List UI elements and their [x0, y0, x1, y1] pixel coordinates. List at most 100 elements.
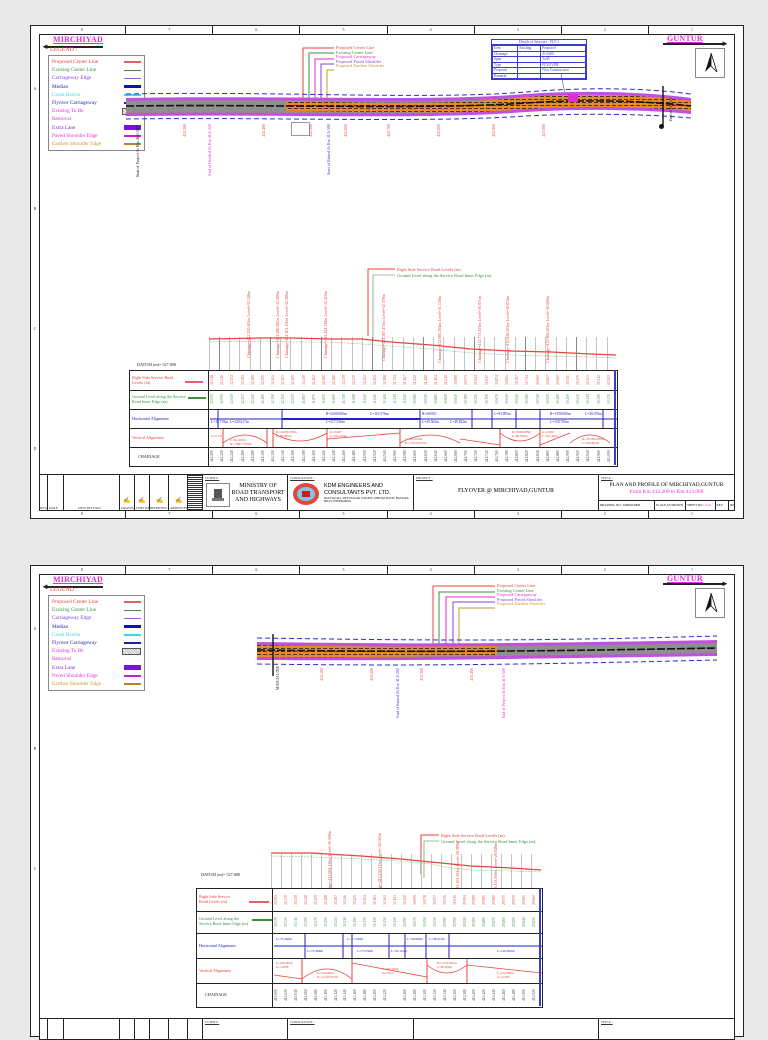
- plan-station-label: 412.600: [343, 124, 348, 137]
- legend-title: LEGEND :: [50, 47, 78, 53]
- legend-item: Carriageway Edge: [52, 614, 141, 622]
- profile-bands-table: Right Side Service Road Levels (m) Groun…: [196, 888, 543, 1008]
- plan-station-label: 413.300: [419, 668, 424, 681]
- plan-station-label: 412.700: [386, 124, 391, 137]
- legend-item: Carriageway Edge: [52, 74, 141, 82]
- signature-icon: ✍: [138, 498, 146, 504]
- chainage-note: Chainage=412.301.130m Level=32.386m: [284, 291, 289, 358]
- legend-swatch: [124, 665, 141, 671]
- plan-station-label: 412.500: [308, 124, 313, 137]
- stamp-block: [188, 475, 203, 510]
- drawing-sheet-2: 8 7 6 5 4 3 2 1 A B C MIRCHIYAD ◄ GUNTUR…: [30, 565, 744, 1040]
- arrow-head-right-icon: ►: [721, 39, 729, 48]
- end-marker-icon: [659, 124, 664, 129]
- legend-swatch: [124, 134, 141, 137]
- plan-callouts: Proposed Center Line Existing Center Lin…: [336, 45, 385, 69]
- horizontal-alignment-graphic: [274, 934, 542, 958]
- profile-verticals: [271, 854, 541, 889]
- chainage-note: Chainage=412.826.501m Level=30.874m: [505, 296, 510, 363]
- band-label-chainage: CHAINAGE: [138, 454, 160, 459]
- legend-swatch: [124, 674, 141, 677]
- signature-icon: ✍: [156, 498, 164, 504]
- north-arrow-icon: [705, 53, 718, 73]
- drawing-info-row: DRAWING NO : MIRMI-DPR SCALE AS SHOWN SH…: [599, 500, 734, 510]
- legend-item: Extra Lane: [52, 664, 141, 672]
- band-label-ground-levels: Ground Level along the Service Road Inne…: [132, 394, 186, 404]
- band-right-edge: [614, 370, 616, 465]
- legend-item: Existing To Be: [52, 647, 141, 655]
- legend-item: Crash Barrier: [52, 631, 141, 639]
- start-place-label: MIRCHIYAD: [53, 575, 103, 584]
- north-arrow-icon: [705, 593, 718, 613]
- legend-title: LEGEND :: [50, 587, 78, 593]
- legend-swatch: [124, 625, 141, 628]
- chainage-note: Chainage=412.587.473m Level=32.378m: [381, 294, 386, 361]
- plan-station-label: 412.400: [261, 124, 266, 137]
- plan-station-label: 413.200: [369, 668, 374, 681]
- legend-item: Existing Center Line: [52, 606, 141, 614]
- north-arrow-box: [695, 48, 725, 78]
- direction-arrow-left: [45, 586, 103, 588]
- legend-item: Paved Shoulder Edge: [52, 132, 141, 140]
- plan-station-label: Start of Raised At Km 412+590: [326, 124, 331, 175]
- legend-item: Median: [52, 623, 141, 631]
- chainage-note: Chainage=412.220.402m Level=32.346m: [246, 291, 251, 358]
- road-plan-strip: [257, 634, 717, 676]
- legend-item: Extra Lane: [52, 124, 141, 132]
- chainage-note: Chainage=412.906.501m Level=30.560m: [545, 296, 550, 363]
- band-label-horizontal: Horizontal Alignment: [199, 943, 236, 948]
- legend-item: Earthen Shoulder Edge: [52, 140, 141, 148]
- legend-item: Flyover Carriageway: [52, 639, 141, 647]
- plan-callout-leaders: [302, 47, 334, 104]
- band-label-ground-levels: Ground Level along the Service Road Inne…: [199, 916, 249, 926]
- legend-swatch: [124, 601, 141, 603]
- right-level-values: 32.348 32.346 32.372 32.382 32.389 32.395 32.4…: [210, 375, 611, 386]
- drawing-sheet-1: 8 7 6 5 4 3 2 1 8 7 6 5 4 3 2 1 A B C D …: [30, 25, 744, 519]
- plan-station-label: 412.900: [491, 124, 496, 137]
- chainage-note: Chainage=412.414.138m Level=32.410m: [323, 291, 328, 358]
- row-mark: B: [33, 206, 37, 211]
- legend-swatch: [124, 142, 141, 145]
- structure-details-table: Details of Structure : FLY-1 Item Existin…: [491, 39, 587, 80]
- title-block: REV. DATE DESCRIPTION DRAWN ✍ CHECKED ✍ VE…: [39, 474, 735, 511]
- plan-station-label: 413.100: [319, 668, 324, 681]
- ground-level-values: 30.370 30.330 30.311 30.290 30.270 30.250 30.2…: [274, 917, 536, 927]
- plan-station-label: 413.400: [469, 668, 474, 681]
- title-cell: TITLE : PLAN AND PROFILE OF MIRCHIYAD,GU…: [599, 475, 734, 510]
- band-right-edge: [539, 888, 541, 1006]
- row-mark: C: [33, 866, 37, 871]
- band-label-horizontal: Horizontal Alignment: [132, 416, 169, 421]
- legend-item: Earthen Shoulder Edge: [52, 680, 141, 688]
- legend-swatch: [124, 69, 141, 72]
- legend-item: Existing Center Line: [52, 66, 141, 74]
- emblem-icon: [206, 483, 230, 507]
- plan-callouts: Proposed Center Line Existing Center Lin…: [497, 583, 546, 607]
- row-mark: A: [33, 626, 37, 631]
- legend-swatch-hatch: [122, 647, 141, 655]
- legend-item: Proposed Center Line: [52, 598, 141, 606]
- plan-station-label: Start of Project At Km 412+200: [135, 126, 140, 178]
- horizontal-alignment-graphic: [210, 410, 617, 428]
- consultant-logo-icon: [293, 483, 319, 505]
- band-label-right-levels: Right Side Service Road Levels (m): [132, 375, 174, 385]
- client-cell: CLIENT : MINISTRY OF ROAD TRANSPORT AND …: [203, 475, 288, 510]
- legend-swatch: [124, 94, 141, 96]
- north-arrow-box: [695, 588, 725, 618]
- legend-item: Removal: [52, 656, 72, 663]
- profile-bands-table: Right Side Service Road Levels (m) Groun…: [129, 370, 618, 467]
- chainage-note: Chainage=412.771.501m Level=30.971m: [477, 296, 482, 363]
- legend-swatch: [124, 617, 141, 620]
- legend-swatch: [124, 642, 141, 644]
- right-level-values: 30.391 30.370 30.349 30.328 30.309 30.288 30.2…: [274, 895, 536, 905]
- column-marks-top: 8 7 6 5 4 3 2 1: [39, 566, 735, 574]
- legend-item: Removal: [52, 116, 72, 123]
- arrow-head-right-icon: ►: [721, 579, 729, 588]
- legend-item: Paved Shoulder Edge: [52, 672, 141, 680]
- title-block: CLIENT : CONSULTANT : TITLE :: [39, 1018, 735, 1040]
- plan-station-label: 412.300: [182, 124, 187, 137]
- band-swatch: [188, 397, 206, 399]
- band-label-chainage: CHAINAGE: [205, 992, 227, 997]
- plan-station-label: 412.800: [436, 124, 441, 137]
- legend-swatch: [124, 634, 141, 636]
- legend-item: Crash Barrier: [52, 91, 141, 99]
